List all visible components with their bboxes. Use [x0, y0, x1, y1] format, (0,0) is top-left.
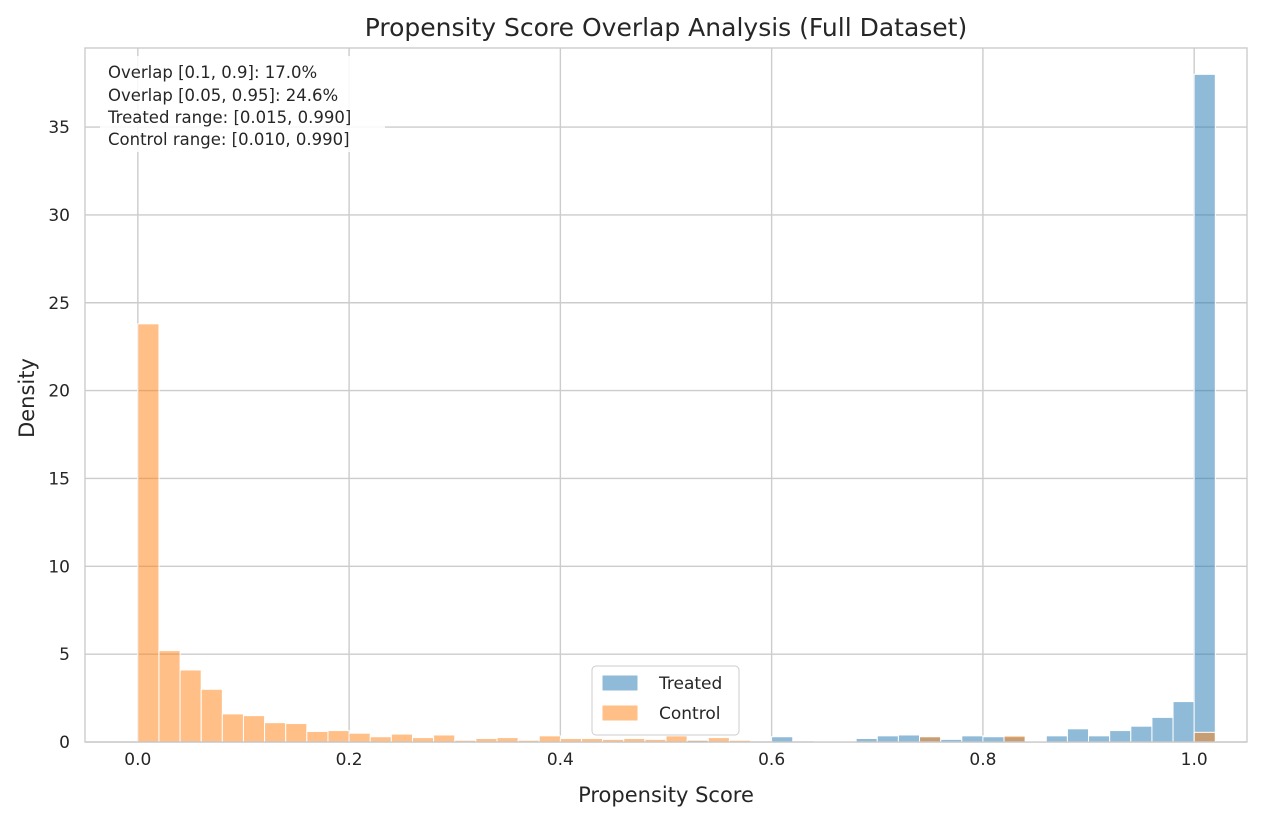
bar-treated — [1045, 735, 1068, 743]
bar-treated — [1172, 701, 1195, 743]
x-tick-label: 0.2 — [336, 750, 363, 770]
bar-control — [221, 713, 244, 743]
bar-control — [369, 736, 392, 743]
annotation-treated-range: Treated range: [0.015, 0.990] — [107, 108, 351, 127]
bar-control — [285, 723, 308, 743]
legend: Treated Control — [591, 665, 740, 736]
stats-annotation: Overlap [0.1, 0.9]: 17.0% Overlap [0.05,… — [100, 56, 385, 152]
chart-title: Propensity Score Overlap Analysis (Full … — [365, 13, 968, 42]
plot-frame — [84, 47, 1248, 743]
bar-treated — [1066, 728, 1090, 743]
x-tick-label: 1.0 — [1181, 750, 1208, 770]
x-tick-label: 0.0 — [124, 750, 151, 770]
legend-swatch-control — [601, 704, 639, 722]
y-tick-label: 5 — [59, 645, 70, 665]
bar-treated — [961, 735, 984, 743]
y-tick-label: 30 — [48, 206, 70, 226]
y-tick-label: 35 — [48, 118, 70, 138]
x-tick-label: 0.4 — [547, 750, 574, 770]
bar-control — [390, 733, 413, 743]
bar-treated — [1130, 725, 1153, 743]
x-tick-label: 0.8 — [969, 750, 996, 770]
bar-control — [137, 323, 160, 743]
legend-swatch-treated — [601, 674, 639, 692]
bar-control — [200, 688, 223, 743]
bar-treated — [1193, 73, 1216, 743]
legend-label-treated: Treated — [658, 674, 722, 694]
bar-control — [665, 735, 688, 743]
y-tick-label: 15 — [48, 469, 70, 489]
bar-control — [348, 732, 371, 743]
bar-control — [1193, 731, 1216, 743]
bar-treated — [1151, 716, 1174, 743]
bar-control — [264, 722, 287, 743]
grid-layer — [85, 48, 1247, 743]
bar-treated — [982, 736, 1005, 743]
bar-control — [158, 650, 181, 743]
bars-layer — [137, 73, 1216, 743]
bar-treated — [1109, 730, 1132, 743]
ticks-layer: 0.0 0.2 0.4 0.6 0.8 1.0 0 5 10 15 20 25 30 35 — [48, 118, 1207, 770]
bar-control — [179, 669, 202, 743]
annotation-control-range: Control range: [0.010, 0.990] — [108, 130, 350, 149]
bar-control — [919, 736, 942, 743]
x-axis-label: Propensity Score — [578, 783, 754, 807]
bar-control — [242, 715, 266, 743]
y-tick-label: 10 — [48, 557, 70, 577]
bar-treated — [897, 734, 921, 743]
x-tick-label: 0.6 — [758, 750, 785, 770]
y-tick-label: 0 — [59, 733, 70, 753]
bar-control — [433, 734, 456, 743]
y-tick-label: 25 — [48, 294, 70, 314]
y-tick-label: 20 — [48, 382, 70, 402]
annotation-overlap-01-09: Overlap [0.1, 0.9]: 17.0% — [108, 63, 317, 82]
bar-control — [327, 730, 350, 743]
stats-annotation-box — [100, 56, 385, 152]
bar-treated — [771, 736, 794, 743]
bar-treated — [876, 735, 899, 743]
y-axis-label: Density — [15, 358, 39, 438]
bar-control — [306, 730, 329, 743]
bar-control — [1003, 735, 1026, 743]
annotation-overlap-005-095: Overlap [0.05, 0.95]: 24.6% — [108, 86, 338, 105]
legend-label-control: Control — [659, 704, 720, 724]
bar-treated — [1088, 735, 1111, 743]
bar-control — [538, 735, 561, 743]
